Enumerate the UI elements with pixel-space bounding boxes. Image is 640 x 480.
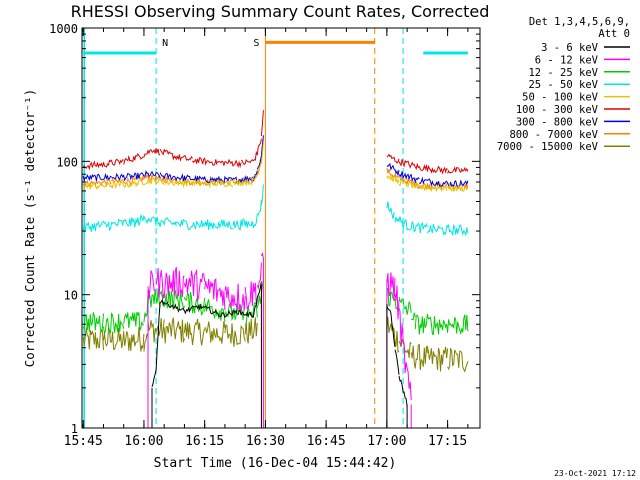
series-line-3-6kev — [151, 281, 408, 428]
x-tick-label: 17:15 — [428, 434, 467, 449]
series-line-25-50kev — [82, 184, 469, 237]
y-tick-label: 1000 — [49, 22, 78, 36]
x-tick-label: 15:45 — [64, 434, 103, 449]
legend-title: Det 1,3,4,5,6,9,Att 0 — [529, 16, 630, 40]
legend-entry-label: 800 - 7000 keV — [509, 129, 598, 141]
chart-title: RHESSI Observing Summary Count Rates, Co… — [71, 2, 490, 21]
legend-entry-label: 12 - 25 keV — [528, 67, 598, 79]
x-tick-label: 16:15 — [185, 434, 224, 449]
y-tick-label: 1 — [71, 422, 78, 436]
y-axis-label: Corrected Count Rate (s⁻¹ detector⁻¹) — [22, 89, 37, 367]
legend-title-line: Det 1,3,4,5,6,9, — [529, 16, 630, 28]
y-axis: 1 10 100 1000 — [49, 22, 480, 436]
flag-s-label: S — [253, 38, 259, 49]
series-line-800-7000kev — [82, 139, 469, 191]
series-line-100-300kev — [82, 110, 469, 175]
legend-entry-label: 25 - 50 keV — [528, 79, 598, 91]
footer-timestamp: 23-Oct-2021 17:12 — [554, 469, 636, 478]
series-line-12-25kev — [82, 279, 469, 336]
flag-n-label: N — [162, 38, 168, 49]
legend-entry-label: 100 - 300 keV — [516, 104, 599, 116]
legend-entry-label: 6 - 12 keV — [535, 54, 599, 66]
x-tick-label: 16:00 — [124, 434, 163, 449]
x-axis: 15:45 16:00 16:15 16:30 16:45 17:00 17:15 — [64, 28, 469, 449]
legend-entry-label: 7000 - 15000 keV — [497, 141, 599, 153]
plot-frame — [81, 27, 481, 429]
legend-entry-label: 3 - 6 keV — [541, 42, 599, 54]
legend-entry-label: 50 - 100 keV — [522, 92, 599, 104]
series-layer — [82, 110, 469, 428]
y-tick-label: 100 — [56, 155, 78, 169]
x-tick-label: 16:30 — [246, 434, 285, 449]
legend-entry-label: 300 - 800 keV — [516, 116, 599, 128]
legend-title-line: Att 0 — [598, 28, 630, 40]
y-tick-label: 10 — [64, 289, 78, 303]
series-line-7000-15000kev — [82, 317, 469, 373]
series-line-50-100kev — [83, 142, 469, 193]
x-tick-label: 17:00 — [367, 434, 406, 449]
x-axis-label: Start Time (16-Dec-04 15:44:42) — [154, 456, 397, 471]
series-line-6-12kev — [147, 252, 412, 428]
x-tick-label: 16:45 — [307, 434, 346, 449]
series-line-300-800kev — [82, 135, 469, 188]
